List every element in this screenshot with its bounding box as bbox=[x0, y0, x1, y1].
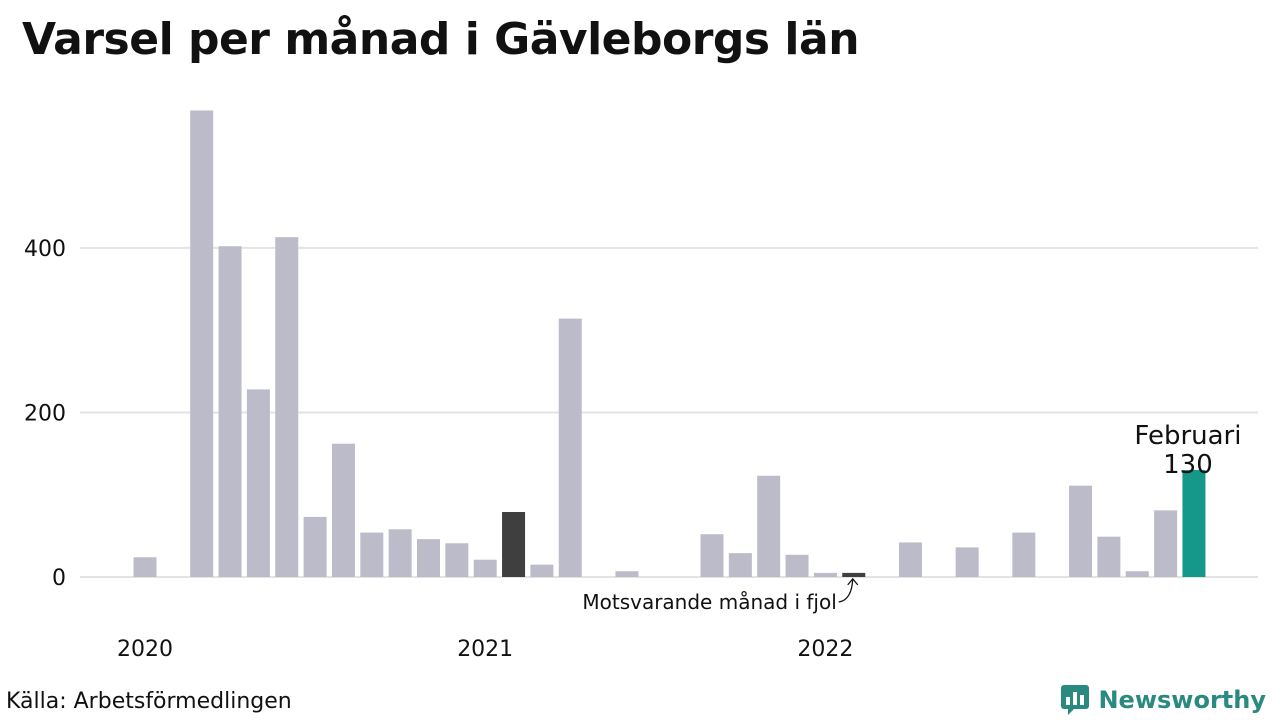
y-axis-tick-labels: 0 200 400 bbox=[24, 237, 66, 591]
brand-name: Newsworthy bbox=[1098, 686, 1266, 714]
x-tick-label: 2022 bbox=[797, 637, 853, 662]
bar: 2020-03: 567 bbox=[190, 110, 214, 578]
x-tick-label: 2020 bbox=[117, 637, 173, 662]
x-axis-tick-labels: 2020 2021 2022 bbox=[117, 637, 853, 662]
bar: 2021-12: 27 bbox=[785, 554, 809, 577]
bar: 2022-01: 5 bbox=[813, 572, 837, 577]
bar: 2023-01: 81 bbox=[1154, 510, 1178, 577]
bar: 2022-12: 7 bbox=[1125, 571, 1149, 577]
annotations: Februari 130 Motsvarande månad i fjol bbox=[582, 421, 1241, 614]
bar-chart-speech-bubble-icon bbox=[1061, 685, 1090, 715]
previous-year-label: Motsvarande månad i fjol bbox=[582, 590, 836, 614]
y-tick-label: 0 bbox=[52, 566, 66, 591]
bar: 2021-06: 7 bbox=[615, 571, 639, 577]
y-tick-label: 400 bbox=[24, 237, 66, 262]
bar: 2022-08: 54 bbox=[1012, 532, 1036, 577]
bar: 2020-12: 41 bbox=[445, 543, 469, 577]
bars: 2020-01: 242020-03: 5672020-04: 4022020-… bbox=[133, 110, 1206, 578]
bar: 2020-01: 24 bbox=[133, 557, 157, 577]
bar: 2021-03: 15 bbox=[530, 564, 554, 577]
bar: 2020-11: 46 bbox=[417, 539, 440, 577]
bar: 2021-09: 52 bbox=[700, 534, 724, 577]
current-month-label: Februari bbox=[1134, 421, 1241, 451]
bar: 2022-06: 36 bbox=[955, 547, 979, 577]
bar: 2022-10: 111 bbox=[1069, 485, 1093, 577]
x-tick-label: 2021 bbox=[457, 637, 513, 662]
bar: 2022-02: 5 bbox=[842, 572, 866, 577]
bar: 2021-10: 29 bbox=[728, 553, 752, 577]
bar: 2020-10: 58 bbox=[388, 529, 412, 577]
chart-title: Varsel per månad i Gävleborgs län bbox=[22, 14, 860, 65]
brand-logo: Newsworthy bbox=[1060, 684, 1266, 716]
current-month-value: 130 bbox=[1163, 450, 1213, 480]
bar: 2021-04: 314 bbox=[558, 318, 582, 577]
bar: 2021-01: 21 bbox=[473, 559, 497, 577]
source-note: Källa: Arbetsförmedlingen bbox=[6, 689, 292, 714]
bar: 2022-04: 42 bbox=[898, 542, 922, 577]
previous-year-arrowhead bbox=[847, 577, 859, 586]
bar: 2020-08: 162 bbox=[331, 443, 355, 577]
bar: 2023-02: 130 bbox=[1182, 470, 1206, 577]
bar: 2020-05: 228 bbox=[246, 389, 270, 577]
bar: 2020-09: 54 bbox=[360, 532, 384, 577]
bar: 2021-02: 79 bbox=[502, 511, 526, 577]
bar: 2022-11: 49 bbox=[1097, 536, 1121, 577]
bar: 2021-11: 123 bbox=[757, 475, 781, 577]
previous-year-arrow bbox=[838, 578, 854, 603]
bar: 2020-07: 73 bbox=[303, 516, 327, 577]
y-tick-label: 200 bbox=[24, 401, 66, 426]
bar: 2020-06: 413 bbox=[275, 237, 299, 577]
bar: 2020-04: 402 bbox=[218, 246, 242, 578]
